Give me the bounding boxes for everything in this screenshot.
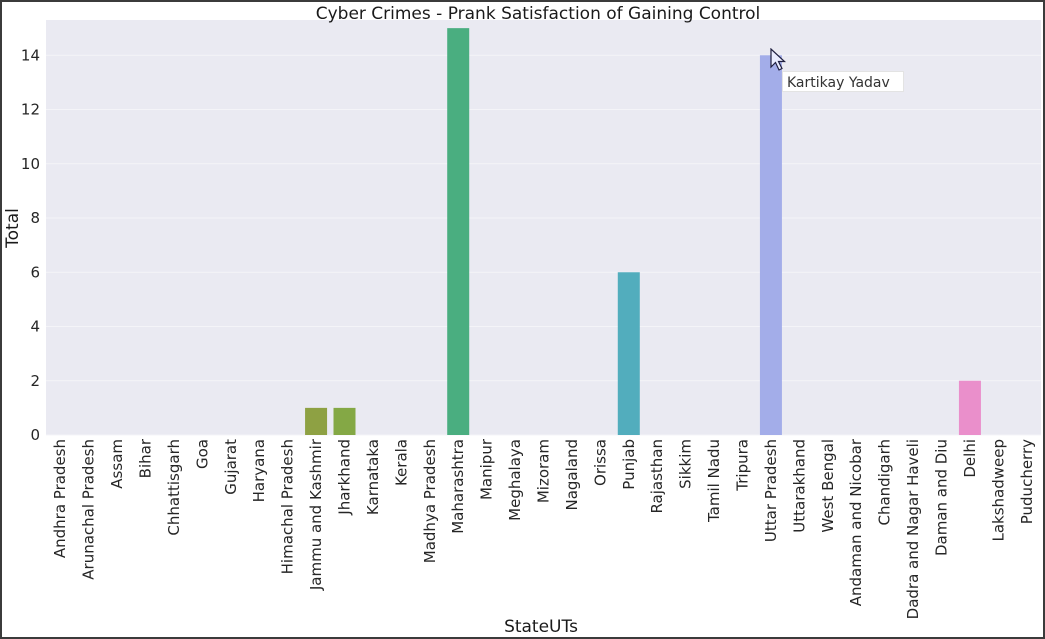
x-tick-label: Andaman and Nicobar: [847, 438, 865, 606]
x-tick-label: Maharashtra: [449, 439, 467, 534]
bar: [333, 407, 356, 435]
x-tick-label: Mizoram: [535, 439, 553, 503]
hover-tooltip: Kartikay Yadav: [782, 71, 904, 92]
x-tick-label: Tamil Nadu: [705, 439, 723, 523]
y-tick-label: 2: [30, 372, 40, 390]
x-tick-label: Dadra and Nagar Haveli: [904, 439, 922, 619]
x-tick-label: Sikkim: [677, 439, 695, 489]
y-tick-label: 12: [21, 101, 40, 119]
x-tick-label: Delhi: [961, 439, 979, 478]
x-tick-label: Tripura: [734, 439, 752, 492]
y-axis-label: Total: [3, 208, 23, 249]
x-tick-label: Bihar: [137, 438, 155, 478]
mouse-pointer-icon: [770, 48, 787, 71]
bar: [958, 380, 981, 435]
y-tick-label: 10: [21, 155, 40, 173]
x-tick-label: Madhya Pradesh: [421, 439, 439, 563]
x-tick-label: Arunachal Pradesh: [80, 439, 98, 580]
x-tick-label: Himachal Pradesh: [279, 439, 297, 574]
bar: [759, 55, 782, 435]
x-tick-label: Assam: [108, 439, 126, 489]
x-tick-label: Manipur: [478, 438, 496, 500]
y-tick-label: 8: [30, 209, 40, 227]
x-tick-label: Puducherry: [1018, 439, 1036, 524]
x-tick-label: Haryana: [250, 439, 268, 502]
x-tick-label: Punjab: [620, 439, 638, 490]
x-tick-label: Chandigarh: [876, 439, 894, 526]
x-tick-label: Chhattisgarh: [165, 439, 183, 536]
x-tick-label: Goa: [193, 439, 211, 469]
x-tick-label: Karnataka: [364, 439, 382, 515]
x-tick-label: Daman and Diu: [933, 439, 951, 556]
y-tick-label: 4: [30, 318, 40, 336]
x-axis-label: StateUTs: [504, 617, 578, 637]
y-tick-label: 0: [30, 426, 40, 444]
x-tick-label: Rajasthan: [648, 439, 666, 514]
x-tick-label: Nagaland: [563, 439, 581, 511]
x-tick-label: Uttarakhand: [790, 439, 808, 533]
x-tick-label: West Bengal: [819, 439, 837, 533]
x-tick-label: Kerala: [392, 439, 410, 486]
x-tick-label: Jharkhand: [336, 439, 354, 516]
x-tick-label: Orissa: [591, 439, 609, 486]
y-tick-label: 14: [21, 46, 40, 64]
x-tick-label: Andhra Pradesh: [51, 439, 69, 558]
bar: [447, 28, 470, 435]
y-tick-label: 6: [30, 263, 40, 281]
x-tick-label: Meghalaya: [506, 439, 524, 521]
chart-title: Cyber Crimes - Prank Satisfaction of Gai…: [316, 4, 761, 24]
x-tick-label: Gujarat: [222, 439, 240, 495]
bar: [617, 272, 640, 435]
x-tick-label: Jammu and Kashmir: [307, 438, 325, 591]
x-tick-label: Lakshadweep: [989, 439, 1007, 542]
x-tick-label: Uttar Pradesh: [762, 439, 780, 542]
bar: [305, 407, 328, 435]
